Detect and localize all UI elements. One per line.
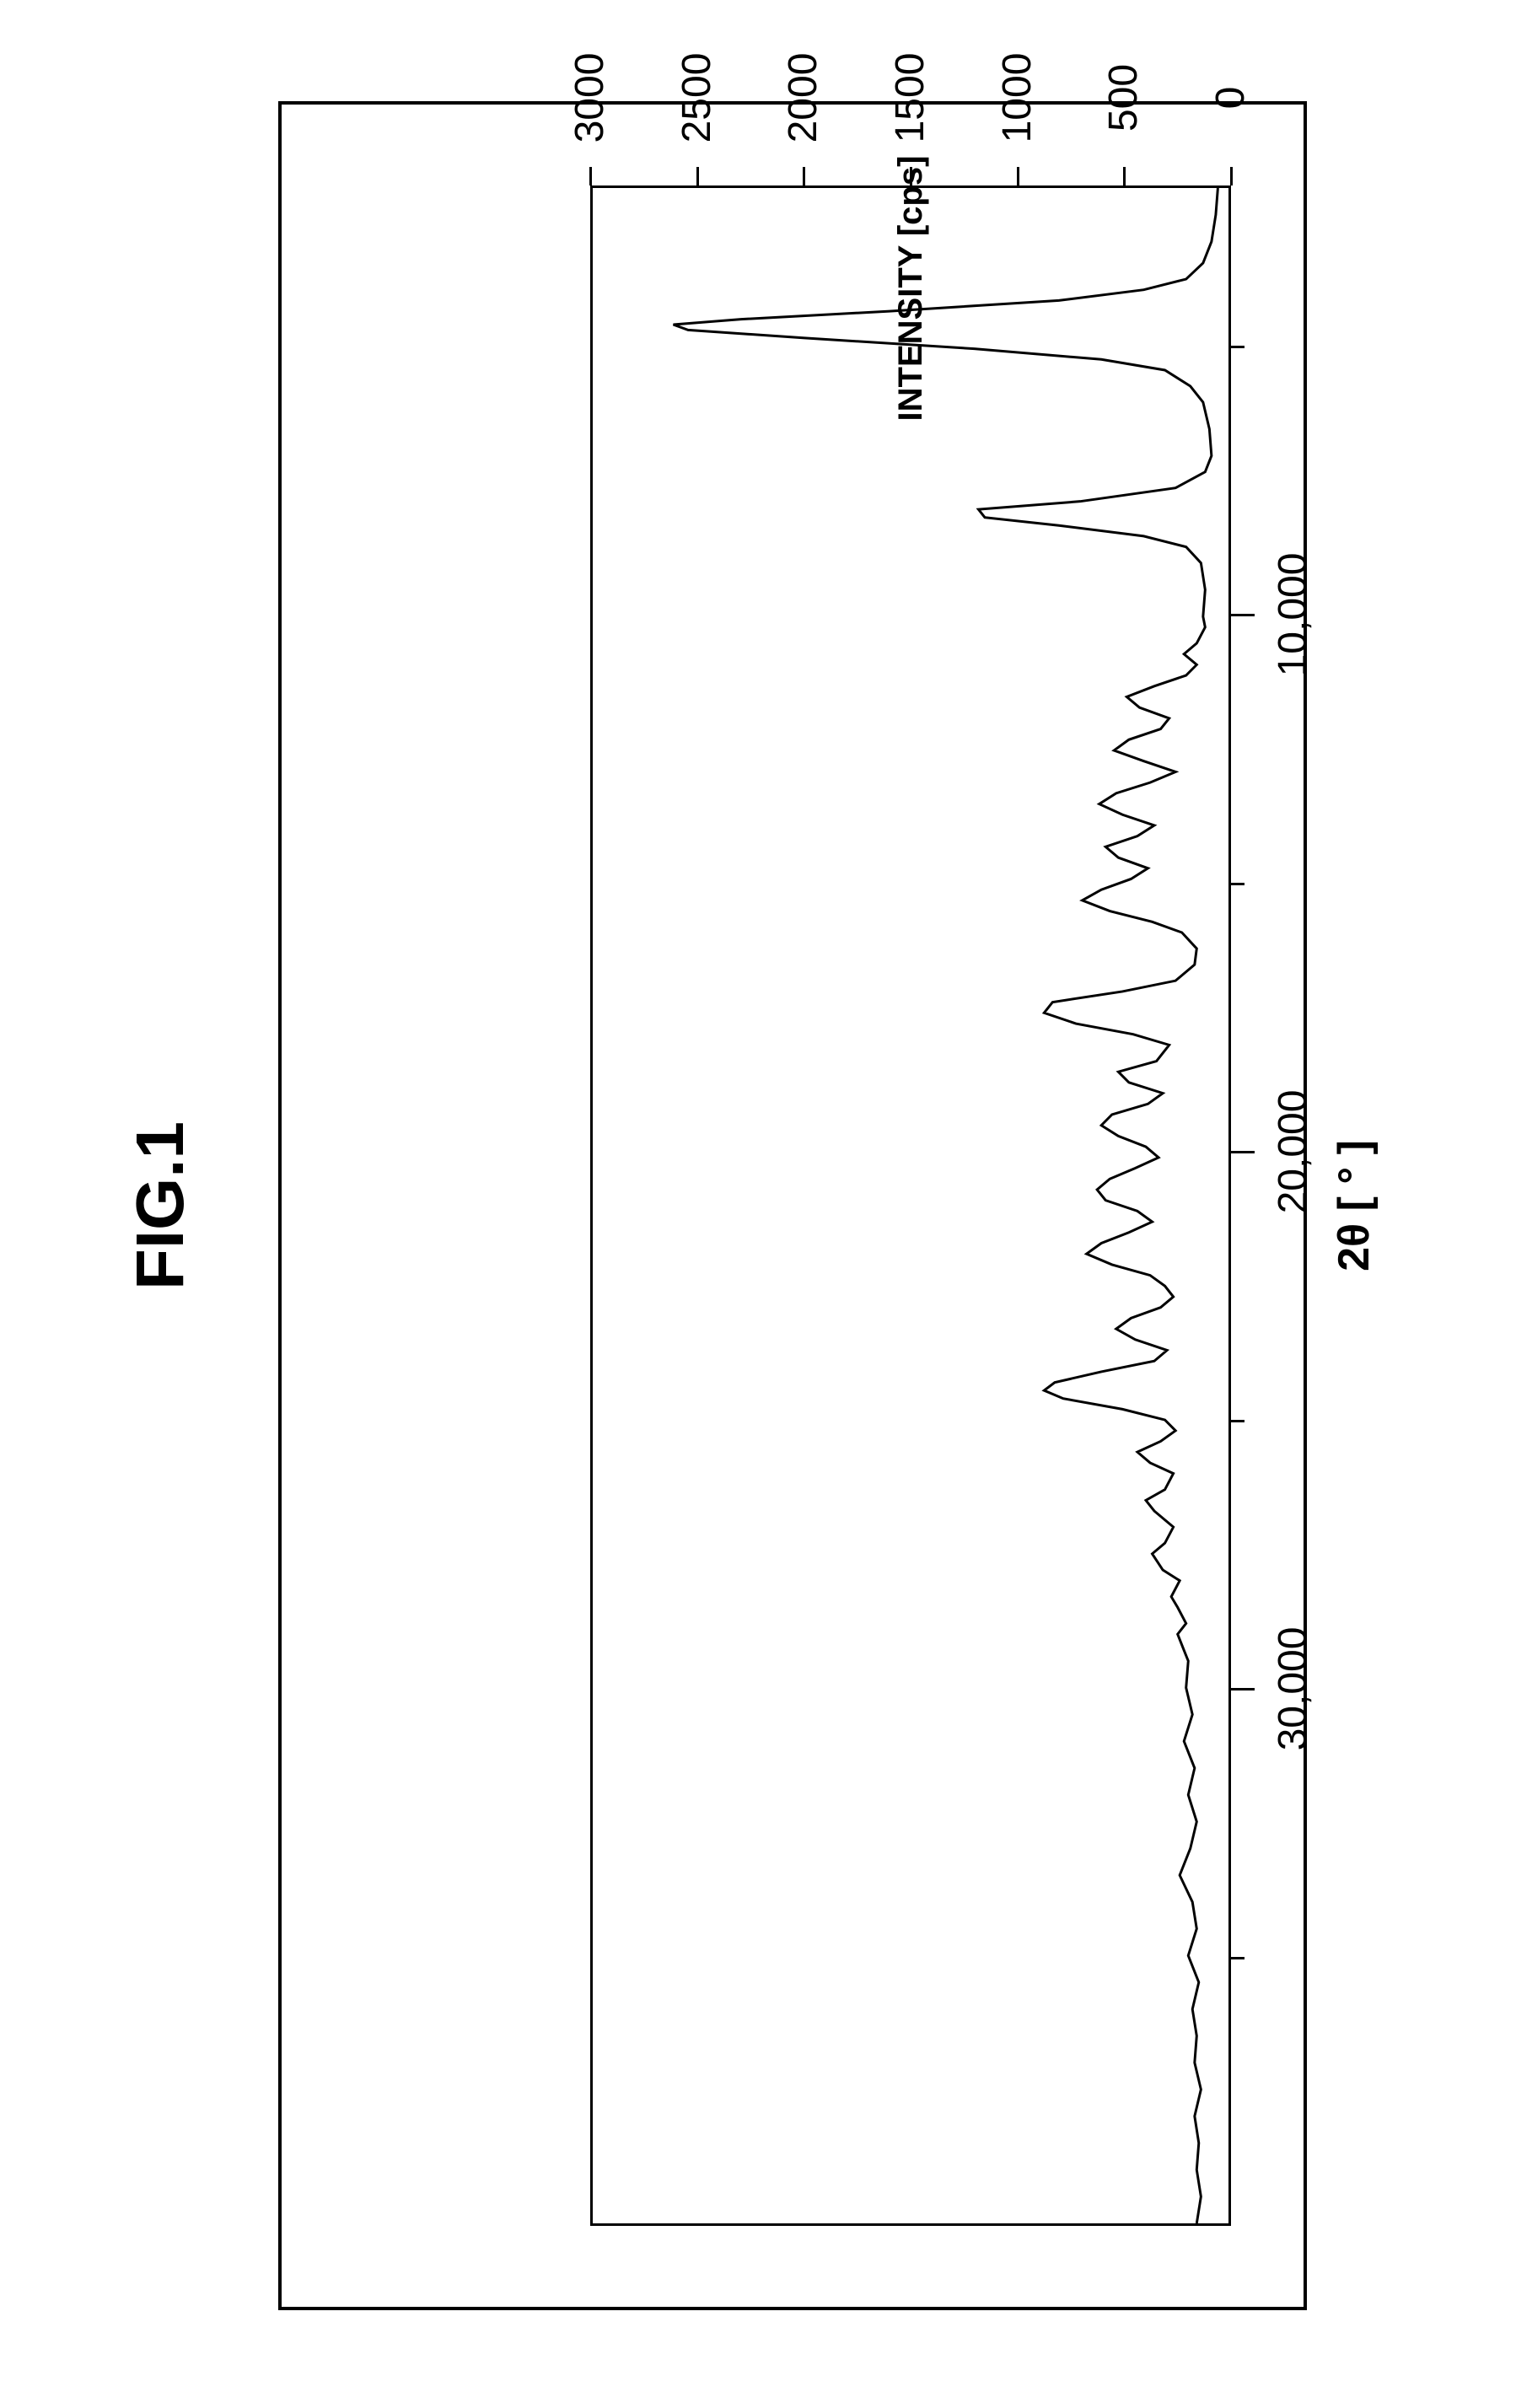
x-tick-mark [1231,883,1245,885]
y-tick-label: 0 [1209,39,1253,157]
y-tick-mark [1017,167,1019,185]
y-tick-label: 2500 [675,39,719,157]
y-tick-label: 2000 [782,39,825,157]
x-tick-mark [1231,614,1255,616]
y-tick-mark [589,167,592,185]
y-tick-mark [910,167,912,185]
y-tick-label: 500 [1102,39,1146,157]
y-tick-label: 1000 [996,39,1040,157]
x-tick-label: 30,000 [1271,1613,1315,1765]
x-tick-label: 20,000 [1271,1076,1315,1228]
page-root: { "figure": { "title": "FIG.1", "title_f… [0,0,1516,2408]
x-tick-label: 10,000 [1271,539,1315,691]
x-tick-mark [1231,346,1245,348]
x-tick-mark [1231,1151,1255,1153]
xrd-series-line [674,188,1218,2223]
plot-area [590,185,1231,2226]
xrd-line-chart [593,188,1228,2223]
y-tick-mark [803,167,805,185]
y-tick-mark [1123,167,1126,185]
x-axis-label: 2θ [ ° ] [1329,1105,1379,1307]
figure-title: FIG.1 [122,1096,198,1315]
x-tick-mark [1231,1420,1245,1422]
y-tick-mark [1230,167,1233,185]
y-tick-label: 1500 [889,39,933,157]
x-tick-mark [1231,1688,1255,1690]
y-tick-mark [696,167,699,185]
x-tick-mark [1231,1957,1245,1959]
y-axis-label: INTENSITY [cps] [890,111,931,465]
y-tick-label: 3000 [568,39,612,157]
